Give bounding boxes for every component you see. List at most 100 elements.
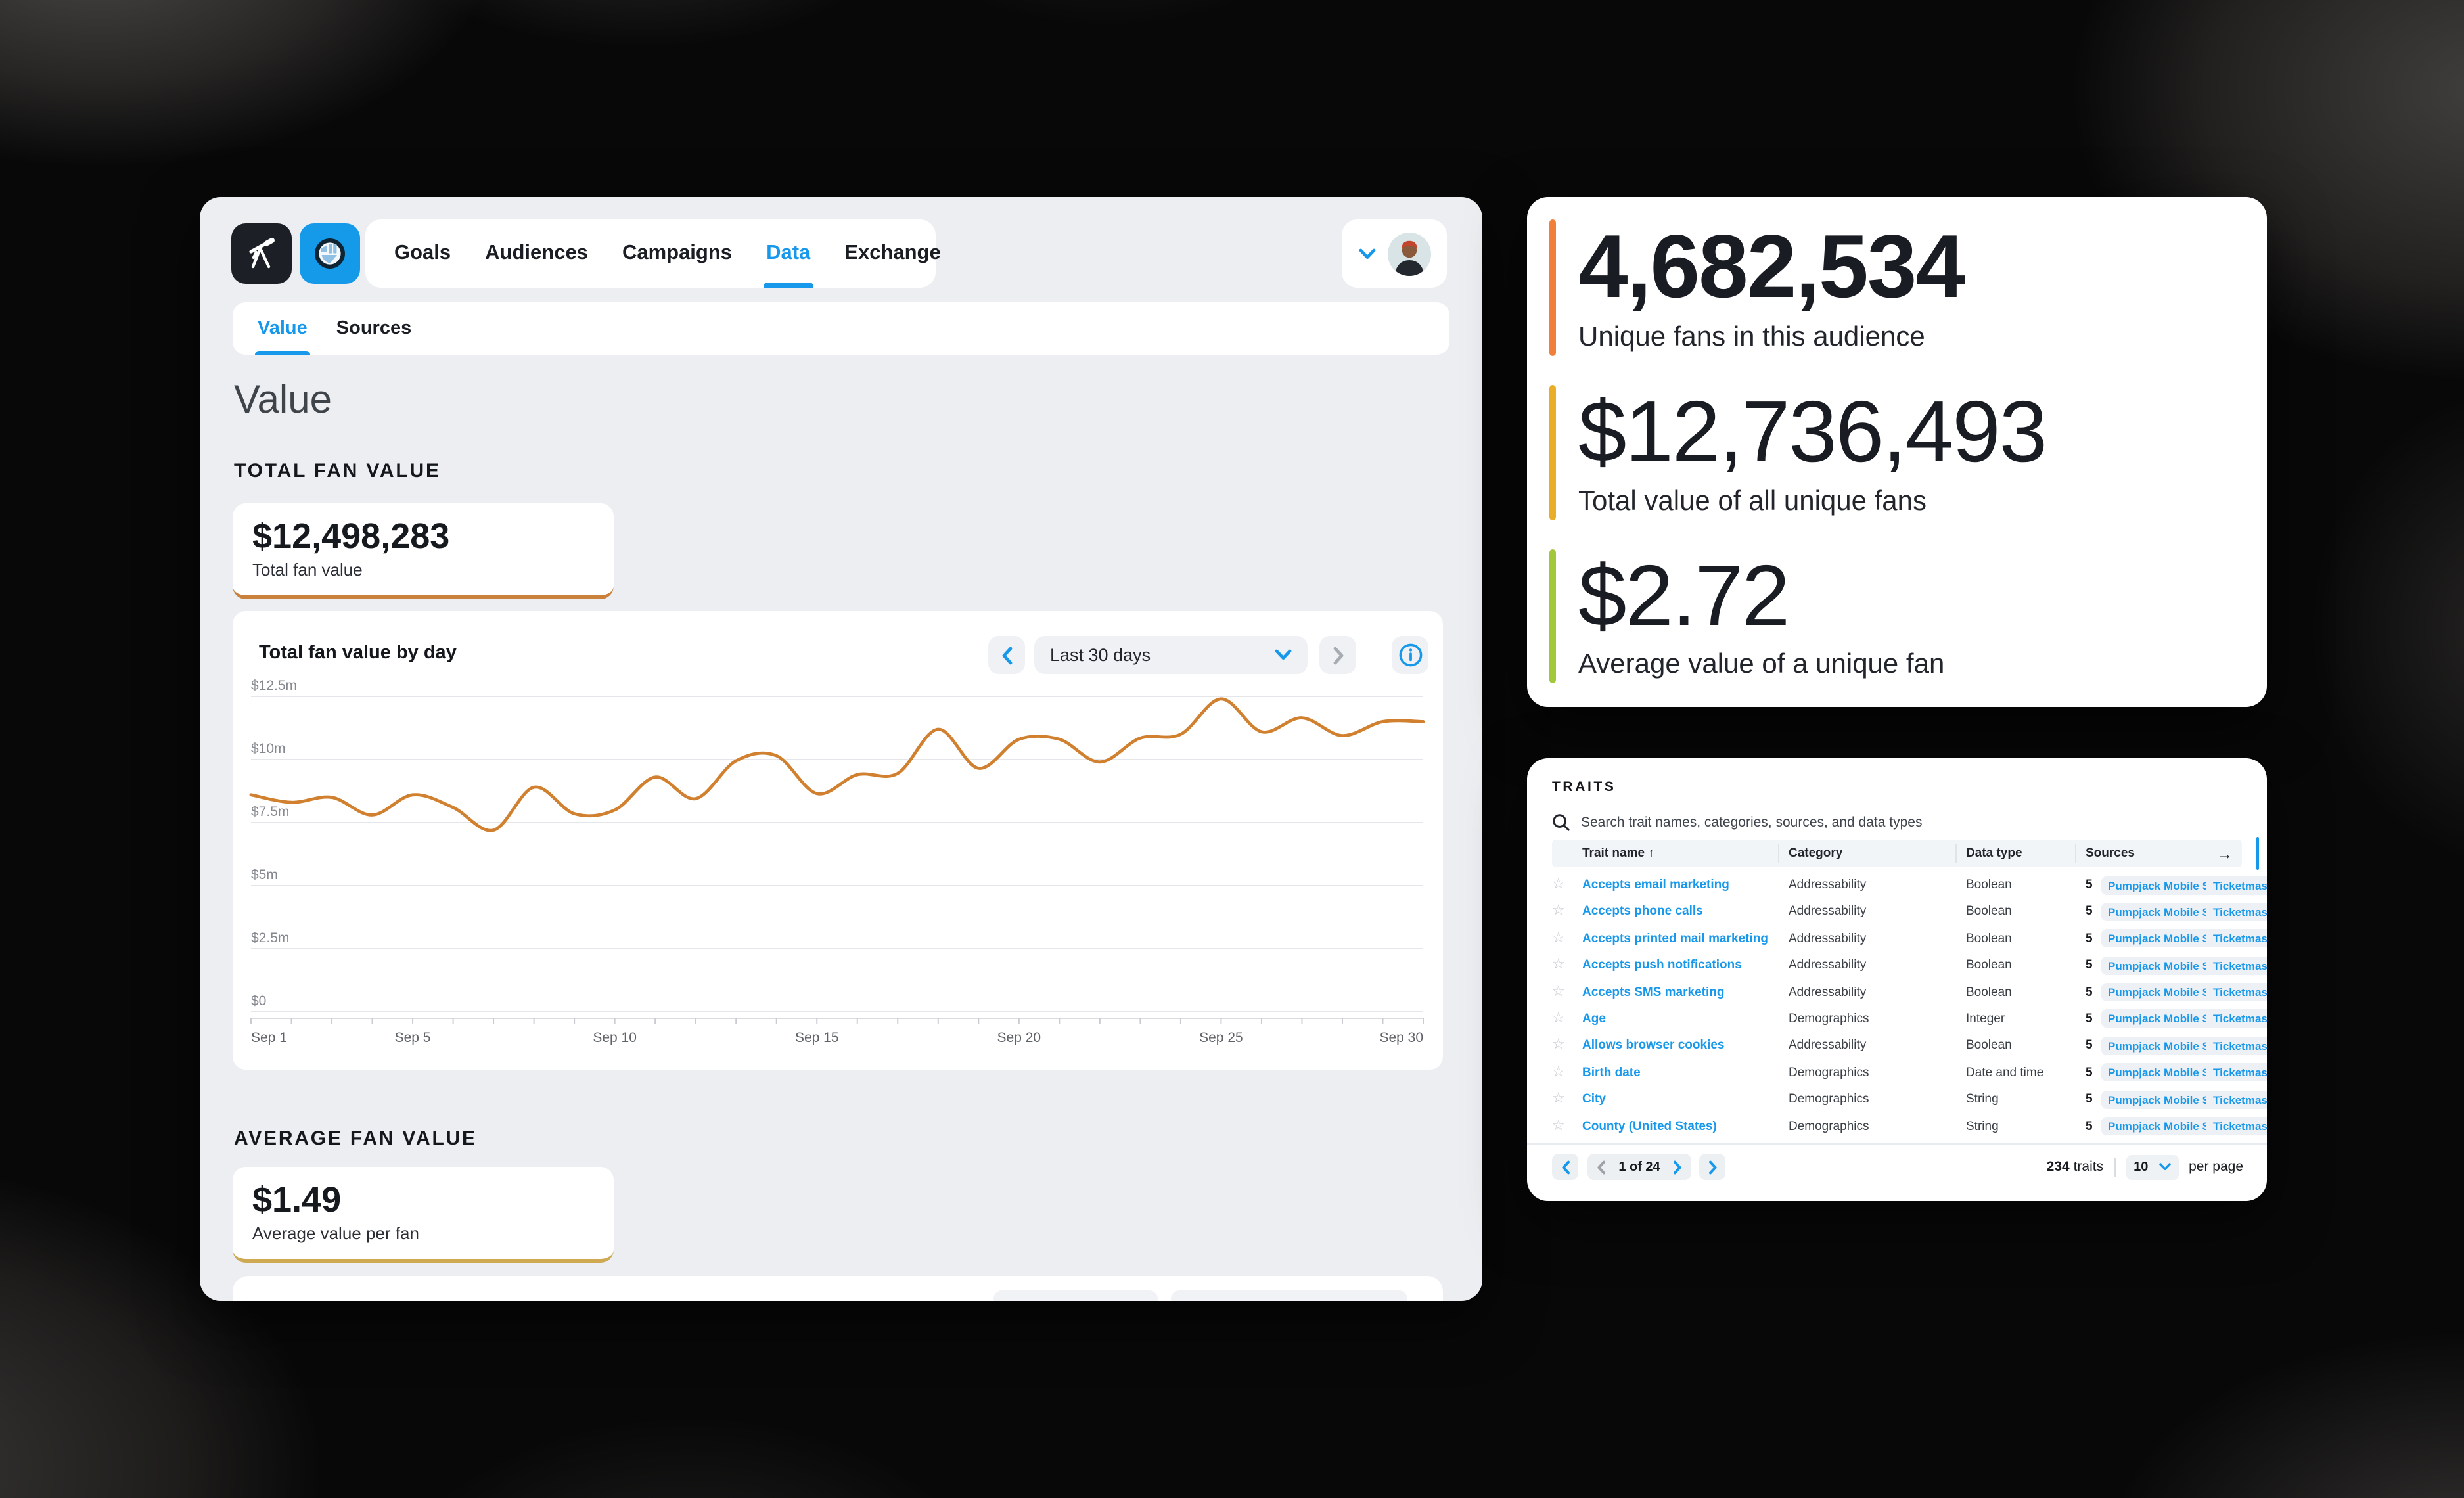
source-badge[interactable]: Ticketmast [2206,1009,2267,1028]
trait-name-link[interactable]: Age [1582,1011,1606,1026]
trait-data-type: Boolean [1966,878,2012,892]
source-badge[interactable]: Ticketmast [2206,902,2267,921]
source-badge[interactable]: Ticketmast [2206,1063,2267,1082]
tab-campaigns[interactable]: Campaigns [622,242,733,264]
tab-audiences[interactable]: Audiences [485,242,588,264]
star-icon[interactable]: ☆ [1552,1037,1565,1053]
trait-category: Demographics [1789,1065,1869,1080]
traits-search-input[interactable] [1581,815,2159,830]
traits-total: 234 traits [2046,1159,2104,1175]
chart-tick-label: $5m [251,867,278,882]
telescope-logo-icon[interactable] [231,223,292,284]
chart-title: Total fan value by day [259,643,457,664]
star-icon[interactable]: ☆ [1552,984,1565,1000]
trait-source-count: 5 [2086,958,2093,973]
chart-prev-range-button[interactable] [988,636,1025,674]
trait-source-count: 5 [2086,1065,2093,1080]
chart-info-button[interactable] [1392,636,1428,674]
trait-name-link[interactable]: Accepts phone calls [1582,904,1703,919]
star-icon[interactable]: ☆ [1552,1091,1565,1107]
info-icon [1398,643,1422,667]
source-badge[interactable]: Ticketmast [2206,1036,2267,1055]
star-icon[interactable]: ☆ [1552,903,1565,919]
date-range-select[interactable]: Last 30 days [1034,636,1308,674]
trait-category: Addressability [1789,1038,1867,1053]
table-scrollbar[interactable] [2256,837,2259,870]
divider [2114,1157,2116,1177]
primary-nav-tab-bar: Goals Audiences Campaigns Data Exchange [365,219,941,288]
trait-data-type: Boolean [1966,931,2012,946]
trait-name-link[interactable]: Accepts email marketing [1582,878,1729,892]
pagination-page-control: 1 of 24 [1587,1154,1691,1180]
tab-exchange[interactable]: Exchange [844,242,941,264]
stat-label: Average value of a unique fan [1578,648,1945,679]
pagination-next-button[interactable] [1699,1154,1725,1180]
chart-tick-label: $7.5m [251,804,289,819]
fan-value-chart-card: Total fan value by day Last 30 days [233,611,1443,1070]
traits-panel: TRAITS Trait name ↑ Category Data type S… [1527,758,2267,1201]
stat-block-unique-fans-in-this-audience: 4,682,534 Unique fans in this audience [1549,219,2241,357]
column-header-trait-name[interactable]: Trait name ↑ [1582,846,1654,861]
chart-tick-label: Sep 15 [795,1030,839,1045]
star-icon[interactable]: ☆ [1552,930,1565,946]
stat-label: Unique fans in this audience [1578,322,1925,353]
source-badge[interactable]: Ticketmast [2206,1117,2267,1136]
subtab-sources[interactable]: Sources [336,318,412,339]
source-badge[interactable]: Ticketmast [2206,876,2267,894]
star-icon[interactable]: ☆ [1552,1064,1565,1080]
chevron-left-icon[interactable] [1597,1160,1606,1174]
trait-category: Addressability [1789,878,1867,892]
chevron-right-icon [1708,1160,1716,1174]
source-badge[interactable]: Ticketmast [2206,929,2267,948]
date-range-label: Last 30 days [1050,645,1151,665]
trait-category: Demographics [1789,1092,1869,1107]
stat-value: 4,682,534 [1578,217,1965,317]
chevron-right-icon[interactable] [1673,1160,1682,1174]
subtab-value[interactable]: Value [243,302,322,355]
chevron-down-icon[interactable] [1358,248,1375,260]
account-menu[interactable] [1342,219,1447,288]
tab-goals[interactable]: Goals [394,242,451,264]
total-fan-value-line-chart: $0 $2.5m $5m $7.5m $10m $12.5m Sep 1 Sep 5 Sep 1… [249,678,1425,1045]
column-header-sources[interactable]: Sources [2086,846,2135,861]
trait-name-link[interactable]: County (United States) [1582,1119,1717,1134]
stat-value: $12,736,493 [1578,382,2047,480]
trait-data-type: String [1966,1092,1999,1107]
tab-data[interactable]: Data [749,219,827,288]
chart-next-range-button[interactable] [1319,636,1356,674]
arrow-right-icon[interactable]: → [2217,844,2233,863]
column-header-data-type[interactable]: Data type [1966,846,2022,861]
column-divider [1778,844,1779,863]
club-crest-logo-icon[interactable] [300,223,360,284]
trait-name-link[interactable]: Birth date [1582,1065,1641,1080]
source-badge[interactable]: Ticketmast [2206,1090,2267,1109]
source-badge[interactable]: Ticketmast [2206,983,2267,1002]
per-page-select[interactable]: 10 [2126,1154,2179,1179]
star-icon[interactable]: ☆ [1552,957,1565,973]
trait-name-link[interactable]: City [1582,1092,1606,1107]
chevron-left-icon [1561,1160,1569,1174]
star-icon[interactable]: ☆ [1552,876,1565,892]
table-row: ☆ County (United States) Demographics Strin… [1527,1115,2267,1142]
column-header-category[interactable]: Category [1789,846,1843,861]
star-icon[interactable]: ☆ [1552,1010,1565,1026]
trait-name-link[interactable]: Accepts SMS marketing [1582,985,1725,1000]
star-icon[interactable]: ☆ [1552,1118,1565,1134]
column-divider [2075,844,2076,863]
avatar[interactable] [1387,232,1430,275]
trait-name-link[interactable]: Accepts push notifications [1582,958,1742,973]
trait-name-link[interactable]: Accepts printed mail marketing [1582,931,1768,946]
chart-tick-label: $10m [251,741,286,756]
table-row: ☆ City Demographics String 5 Pumpjack Mobile … [1527,1088,2267,1115]
main-app-panel: Goals Audiences Campaigns Data Exchange Valu… [200,197,1482,1301]
trait-data-type: Boolean [1966,985,2012,1000]
source-badge[interactable]: Ticketmast [2206,956,2267,975]
pagination-prev-button[interactable] [1552,1154,1578,1180]
stat-accent-bar [1549,549,1556,683]
trait-name-link[interactable]: Allows browser cookies [1582,1038,1725,1053]
pagination-summary: 234 traits 10 per page [2047,1154,2243,1180]
average-fan-value-heading: AVERAGE FAN VALUE [234,1127,477,1150]
trait-data-type: Integer [1966,1011,2005,1026]
chart-tick-label: Sep 10 [593,1030,637,1045]
trait-source-count: 5 [2086,985,2093,1000]
